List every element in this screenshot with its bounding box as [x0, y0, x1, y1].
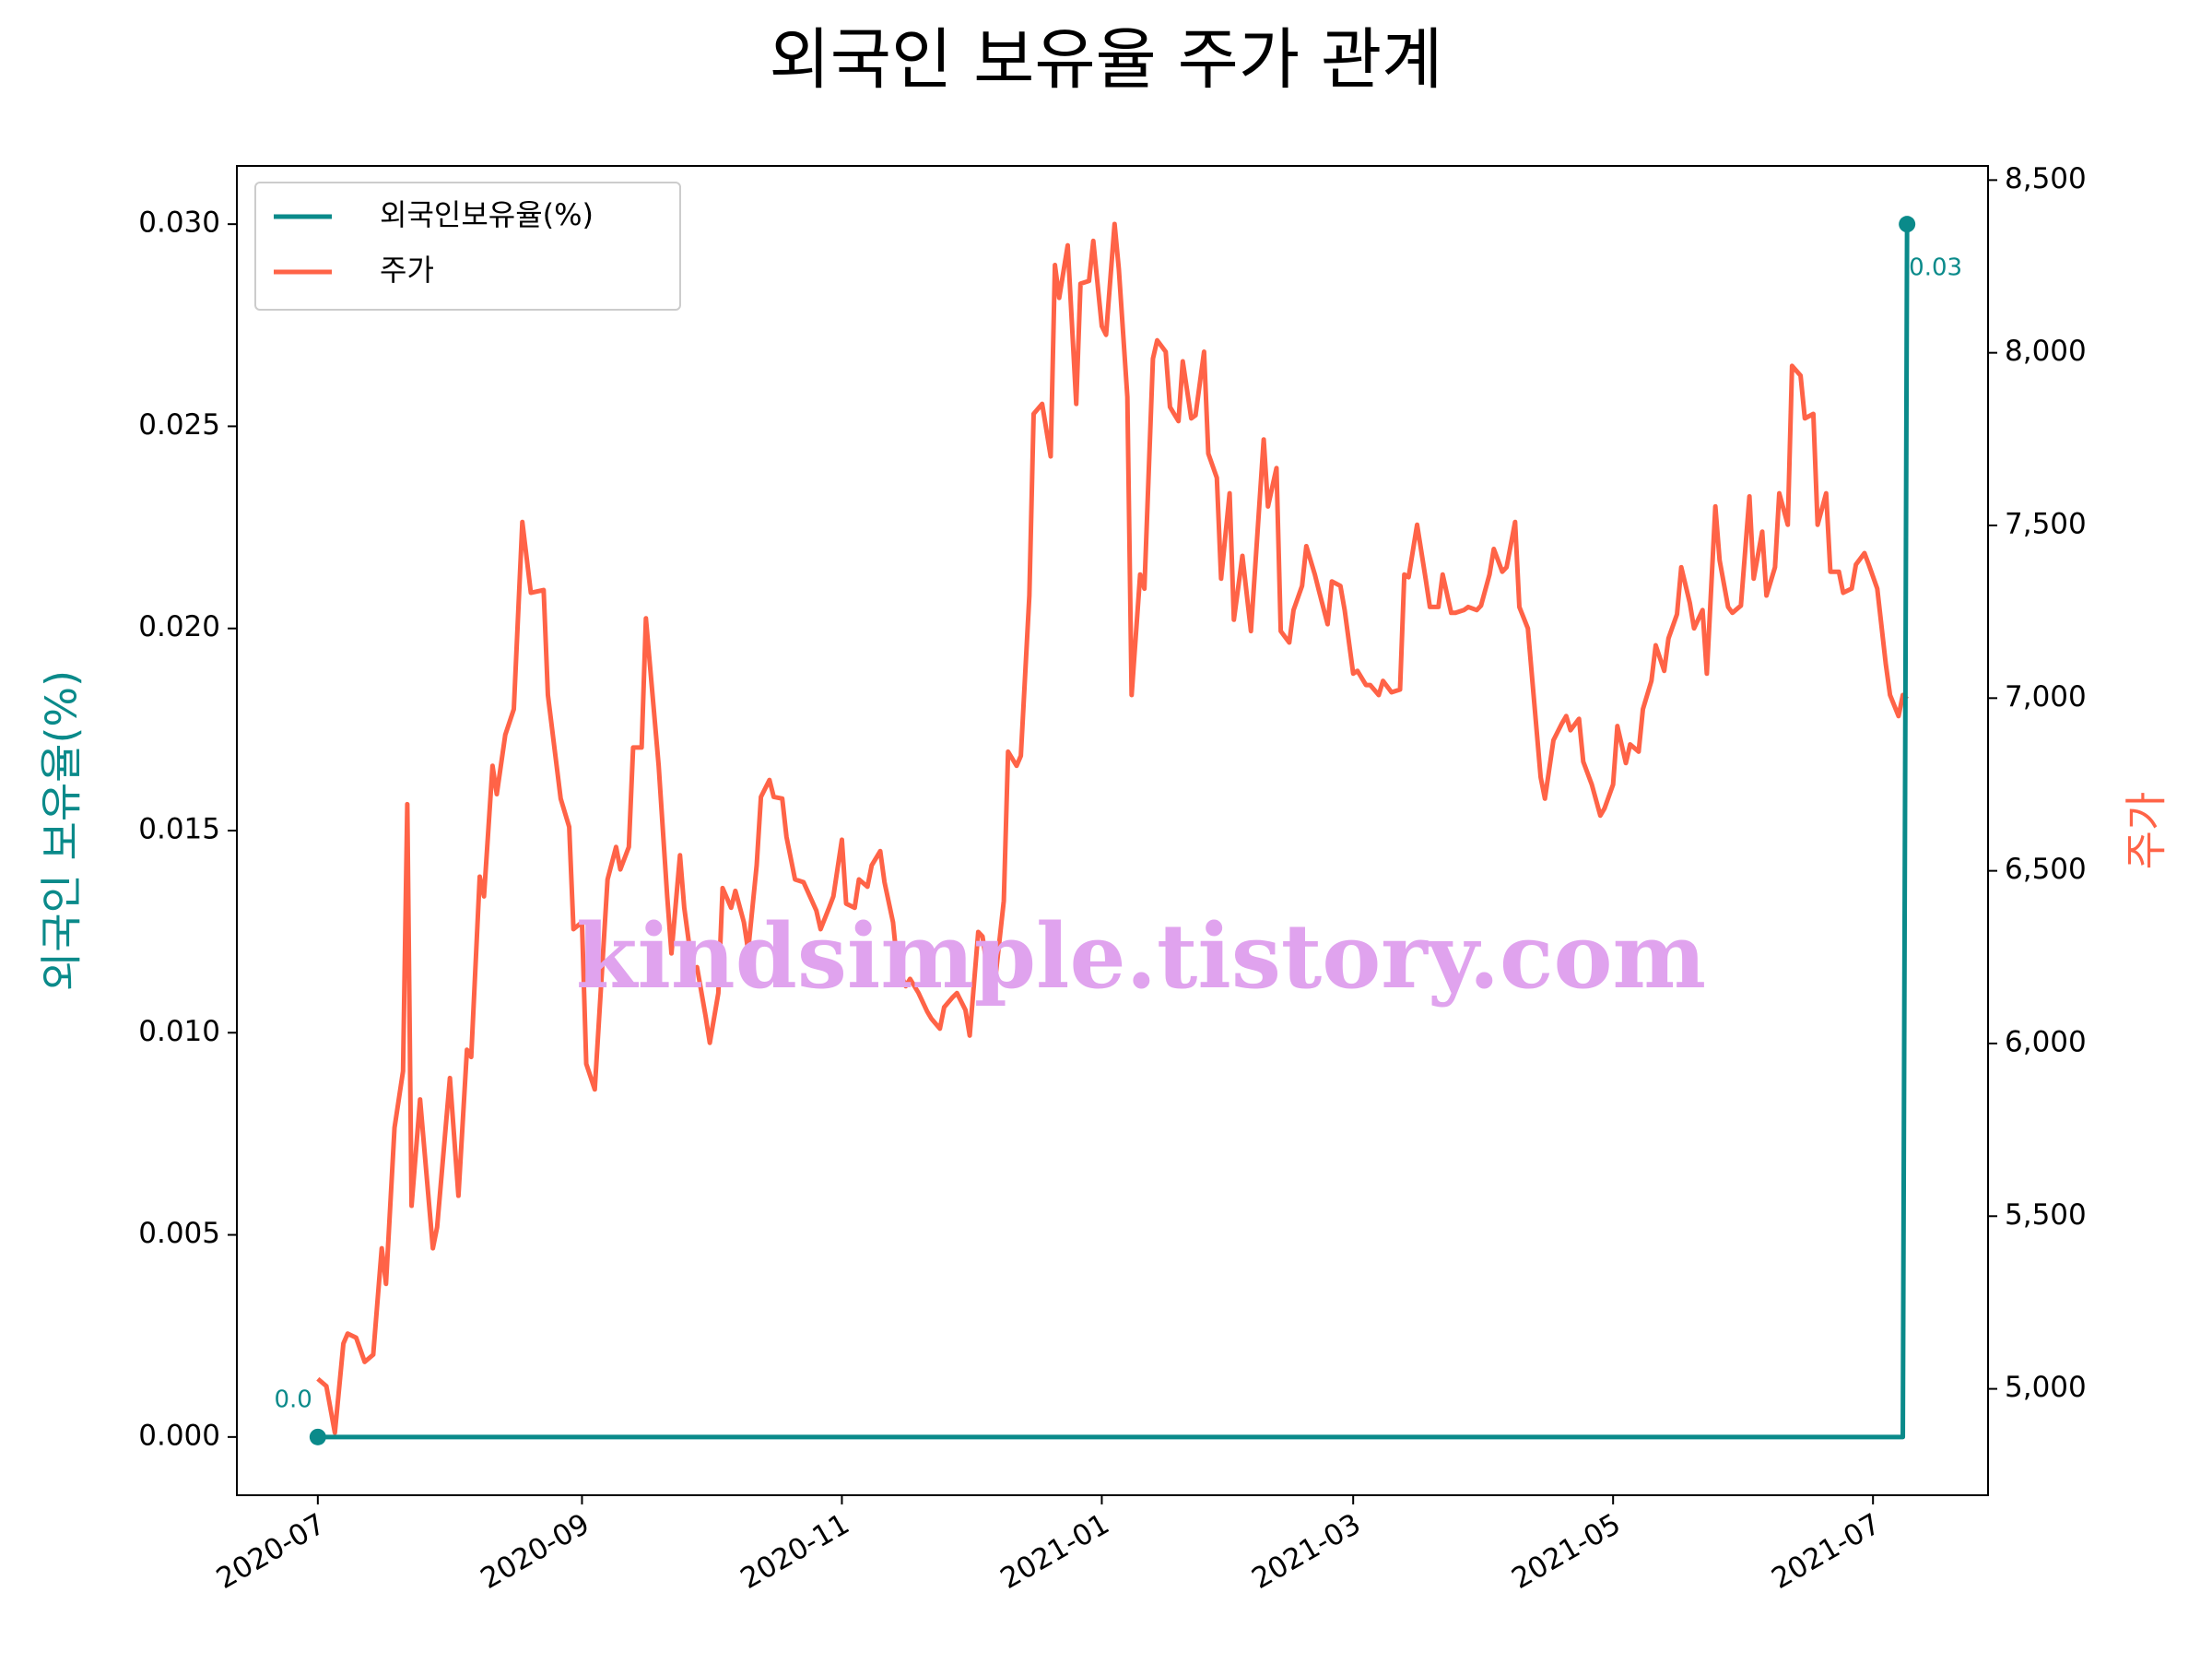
point-marker — [1899, 216, 1916, 233]
y-tick-label: 0.025 — [138, 408, 220, 442]
plot-frame — [236, 165, 1989, 1496]
series-line — [316, 221, 1909, 1435]
y-tick-label: 0.000 — [138, 1419, 220, 1452]
value-label: 0.03 — [1909, 254, 1962, 282]
series-line — [317, 224, 1910, 1440]
y2-tick-label: 8,500 — [2005, 162, 2087, 195]
chart-title: 외국인 보유율 주가 관계 — [769, 21, 1442, 99]
y-tick-label: 0.005 — [138, 1217, 220, 1250]
legend-label: 외국인보유율(%) — [380, 197, 594, 232]
y2-tick-label: 5,500 — [2005, 1198, 2087, 1232]
legend-label: 주가 — [380, 253, 434, 288]
y2-tick-label: 7,000 — [2005, 680, 2087, 714]
watermark: kindsimple.tistory.com — [576, 904, 1706, 1008]
y2-tick-label: 7,500 — [2005, 508, 2087, 541]
y-tick-label: 0.020 — [138, 610, 220, 643]
y-tick-label: 0.030 — [138, 206, 220, 240]
point-marker — [309, 1428, 326, 1445]
y2-tick-label: 8,000 — [2005, 335, 2087, 368]
y2-tick-label: 5,000 — [2005, 1371, 2087, 1404]
y-tick-label: 0.010 — [138, 1015, 220, 1048]
legend-box — [254, 182, 681, 311]
y2-tick-label: 6,500 — [2005, 853, 2087, 886]
y-tick-label: 0.015 — [138, 813, 220, 846]
value-label: 0.0 — [274, 1386, 312, 1413]
y-axis-label: 외국인 보유율(%) — [37, 670, 87, 991]
y2-axis-label: 주가 — [2122, 792, 2171, 870]
y2-tick-label: 6,000 — [2005, 1025, 2087, 1058]
